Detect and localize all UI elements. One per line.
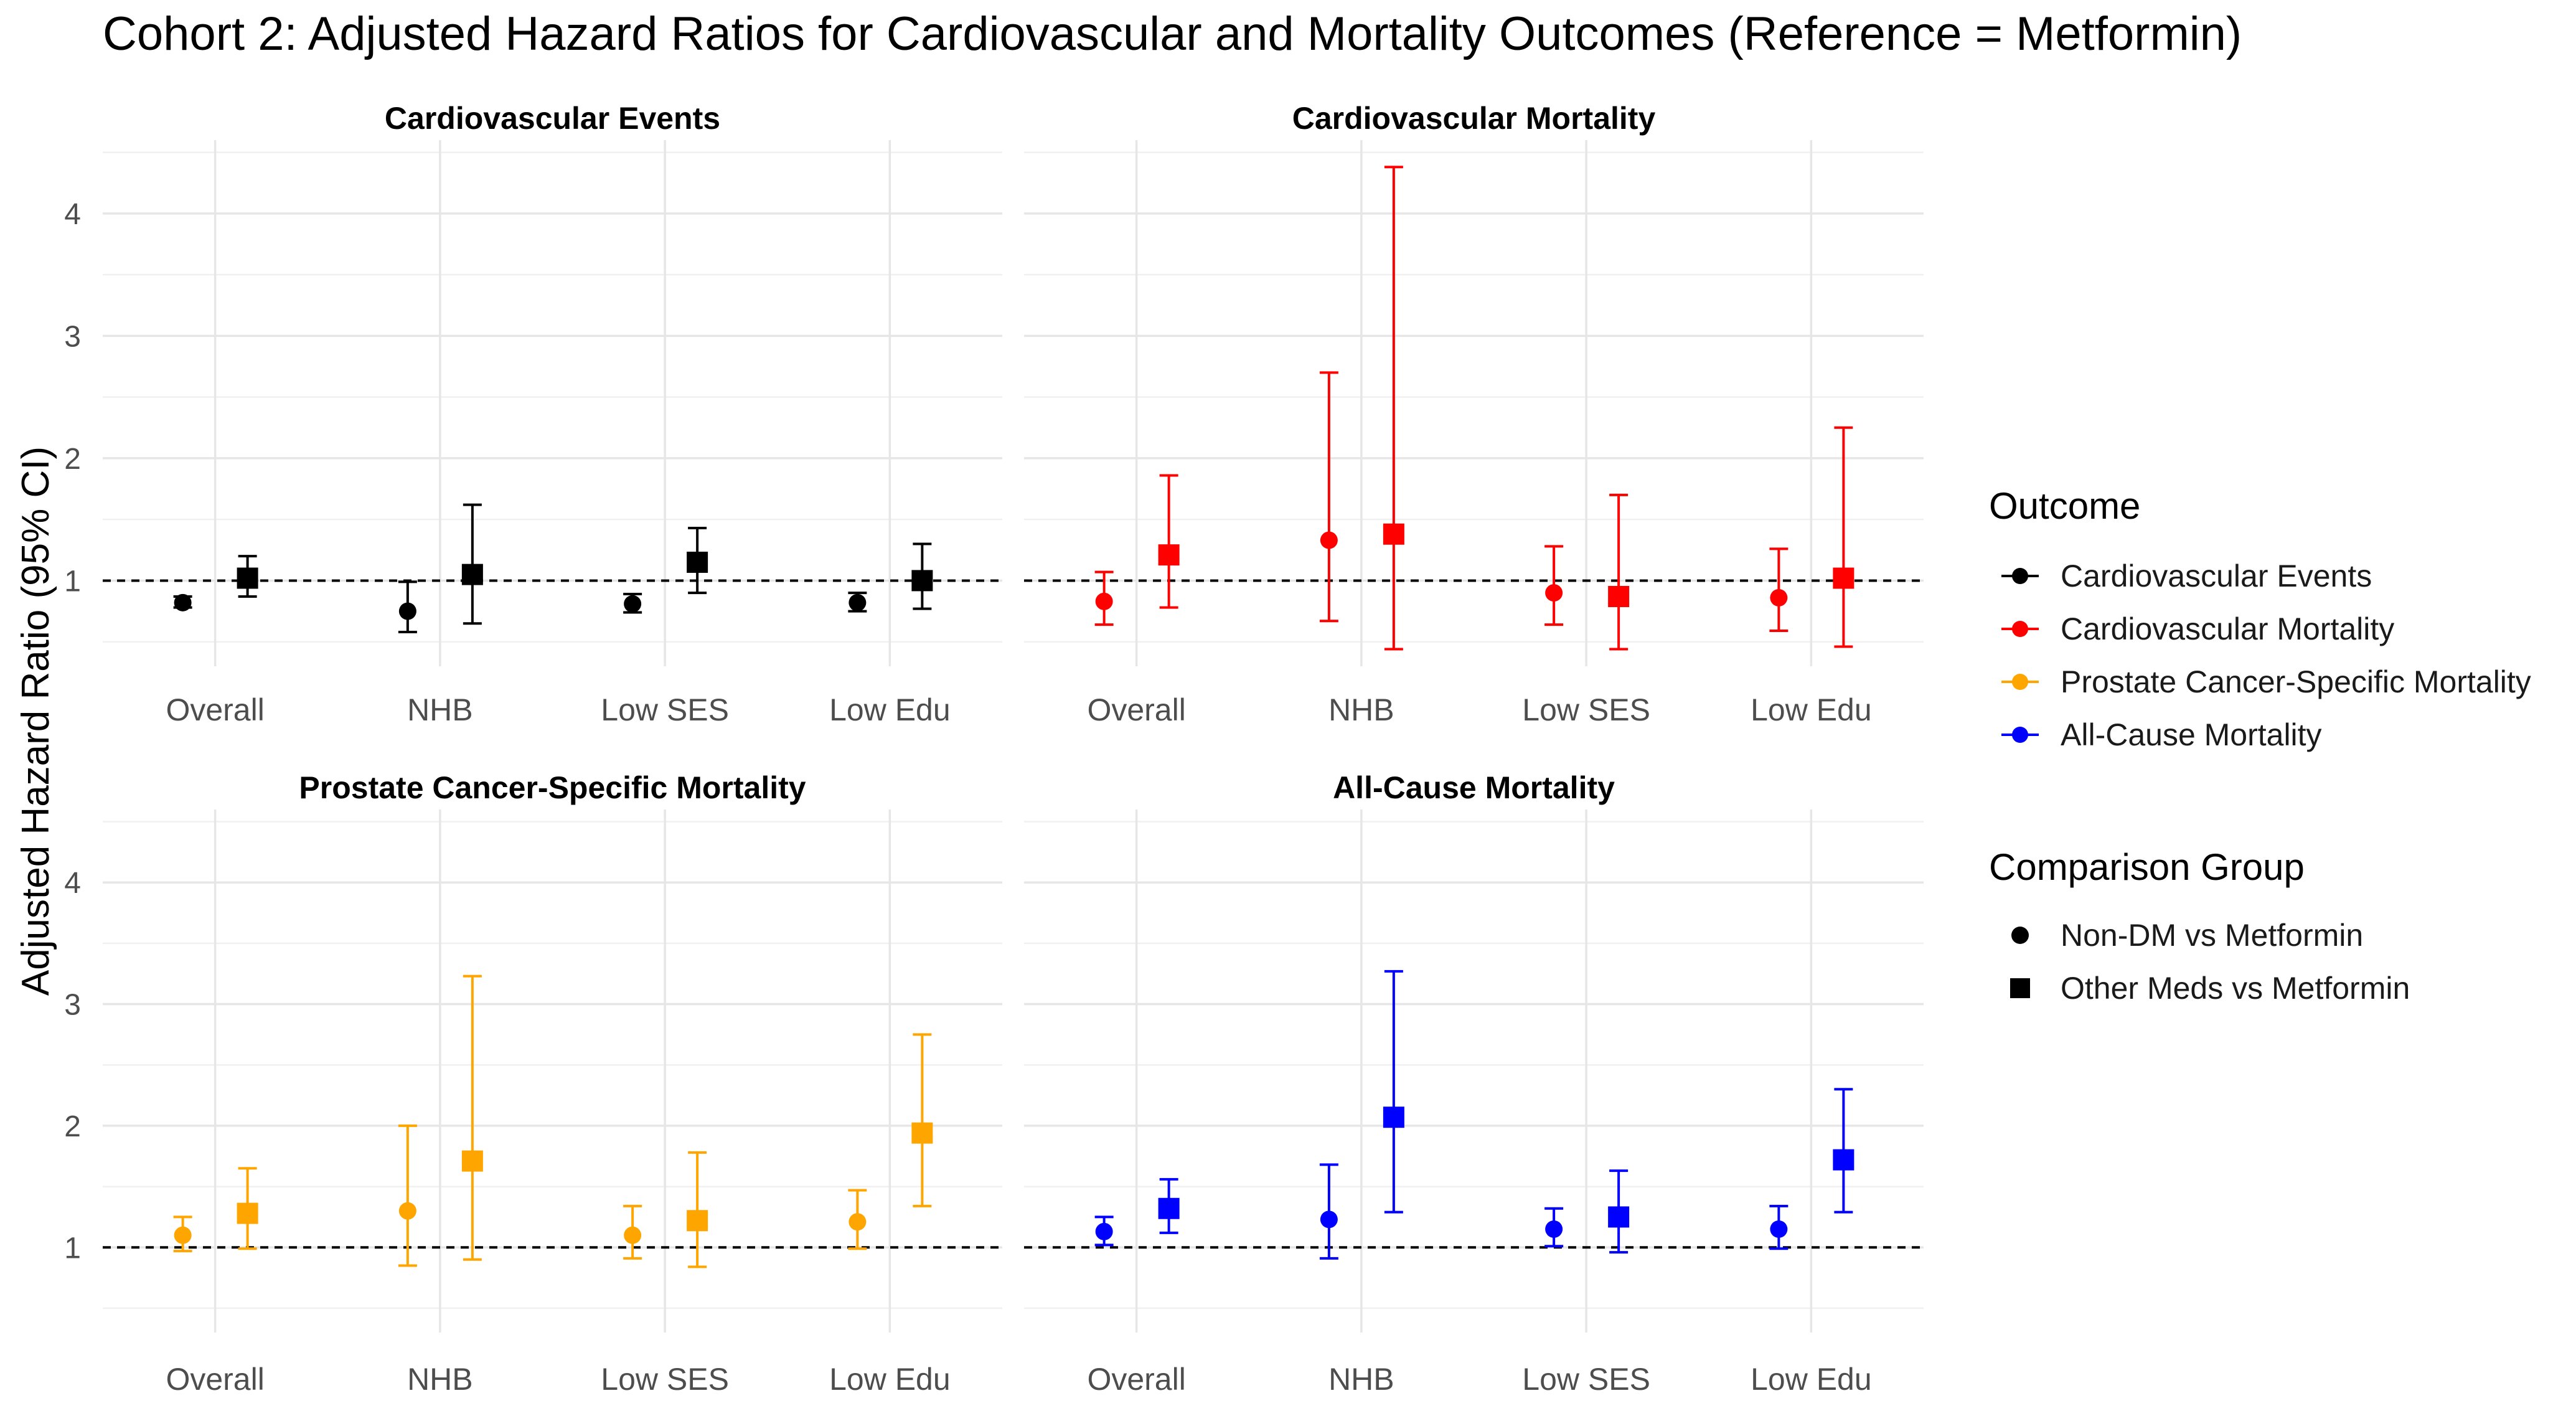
- x-tick-label: Low SES: [1522, 1362, 1650, 1397]
- point-marker: [848, 593, 867, 611]
- x-tick-label: Low SES: [1522, 692, 1650, 727]
- point-marker: [174, 593, 192, 611]
- chart-title: Cohort 2: Adjusted Hazard Ratios for Car…: [103, 7, 2242, 60]
- square-marker: [461, 564, 483, 585]
- y-tick-label: 1: [64, 1232, 81, 1265]
- legend: Outcome Cardiovascular Events Cardiovascul…: [1989, 485, 2531, 1006]
- panel-title: Cardiovascular Events: [385, 101, 720, 136]
- error-bar: [1834, 426, 1853, 648]
- error-bar: [1384, 166, 1403, 651]
- point-marker: [174, 1226, 192, 1244]
- legend-item-other-meds-vs-metformin: Other Meds vs Metformin: [2010, 971, 2410, 1006]
- error-bar: [1609, 493, 1629, 651]
- legend-key-marker: [2012, 568, 2028, 584]
- error-bar: [913, 1033, 932, 1207]
- error-bar: [398, 1124, 417, 1267]
- x-tick-label: Overall: [1087, 692, 1185, 727]
- square-marker: [1158, 1197, 1180, 1219]
- y-tick-label: 4: [64, 867, 81, 900]
- legend-label: Cardiovascular Events: [2061, 559, 2372, 593]
- legend-label: Non-DM vs Metformin: [2061, 918, 2363, 953]
- y-tick-label: 4: [64, 198, 81, 231]
- square-marker: [1608, 1206, 1630, 1228]
- legend-key-marker: [2012, 621, 2028, 637]
- point-marker: [1545, 584, 1563, 602]
- legend-item-prostate-cancer-specific-mortality: Prostate Cancer-Specific Mortality: [2001, 664, 2531, 699]
- point-marker: [1095, 1222, 1113, 1240]
- x-tick-label: Low Edu: [1751, 1362, 1872, 1397]
- point-marker: [624, 595, 642, 613]
- square-marker: [687, 551, 708, 573]
- x-tick-label: NHB: [1328, 1362, 1394, 1397]
- legend-key-marker: [2012, 674, 2028, 690]
- point-marker: [848, 1213, 867, 1231]
- error-bar: [463, 974, 482, 1261]
- point-marker: [398, 1202, 416, 1220]
- x-tick-label: Low Edu: [1751, 692, 1872, 727]
- legend-label: All-Cause Mortality: [2061, 717, 2322, 752]
- point-marker: [398, 602, 416, 620]
- square-marker: [237, 567, 258, 589]
- x-tick-label: Overall: [166, 1362, 264, 1397]
- square-marker: [1833, 567, 1854, 589]
- point-marker: [1095, 592, 1113, 610]
- square-marker: [911, 570, 933, 592]
- point-marker: [1545, 1220, 1563, 1238]
- panels: Cardiovascular Events 1 2 3 4 Overall NHB Low S…: [64, 101, 1924, 1397]
- x-tick-label: Low SES: [601, 1362, 729, 1397]
- y-tick-label: 2: [64, 443, 81, 476]
- legend-label: Cardiovascular Mortality: [2061, 611, 2394, 646]
- error-bar: [1159, 474, 1178, 609]
- x-tick-label: Low Edu: [829, 1362, 951, 1397]
- legend-circle-marker: [2011, 927, 2029, 944]
- x-tick-label: Overall: [166, 692, 264, 727]
- point-marker: [1770, 1220, 1788, 1238]
- legend-key-marker: [2012, 727, 2028, 743]
- legend-label: Prostate Cancer-Specific Mortality: [2061, 664, 2531, 699]
- point-marker: [1320, 1210, 1338, 1229]
- y-tick-label: 3: [64, 320, 81, 353]
- error-bar: [1384, 970, 1403, 1214]
- panel-cardiovascular-mortality: Cardiovascular Mortality Overall NHB Low SE…: [1024, 101, 1924, 727]
- point-marker: [1320, 531, 1338, 549]
- error-bar: [1319, 371, 1338, 623]
- legend-label: Other Meds vs Metformin: [2061, 971, 2410, 1006]
- x-tick-label: Low SES: [601, 692, 729, 727]
- legend-item-non-dm-vs-metformin: Non-DM vs Metformin: [2011, 918, 2363, 953]
- legend-item-cardiovascular-events: Cardiovascular Events: [2001, 559, 2372, 593]
- y-tick-label: 3: [64, 989, 81, 1022]
- x-tick-label: NHB: [407, 1362, 473, 1397]
- panel-cardiovascular-events: Cardiovascular Events 1 2 3 4 Overall NHB Low S…: [64, 101, 1002, 727]
- point-marker: [624, 1226, 642, 1244]
- x-tick-label: NHB: [407, 692, 473, 727]
- panel-title: Cardiovascular Mortality: [1292, 101, 1656, 136]
- y-axis-label: Adjusted Hazard Ratio (95% CI): [14, 446, 57, 996]
- square-marker: [1608, 585, 1630, 607]
- square-marker: [1383, 523, 1404, 545]
- point-marker: [1770, 588, 1788, 606]
- x-tick-label: Low Edu: [829, 692, 951, 727]
- x-tick-label: Overall: [1087, 1362, 1185, 1397]
- legend-square-marker: [2010, 978, 2030, 998]
- square-marker: [461, 1150, 483, 1172]
- square-marker: [237, 1202, 258, 1224]
- square-marker: [1383, 1107, 1404, 1128]
- square-marker: [911, 1122, 933, 1144]
- panel-all-cause-mortality: All-Cause Mortality Overall NHB Low SES Low …: [1024, 770, 1924, 1397]
- y-tick-label: 1: [64, 565, 81, 598]
- y-tick-label: 2: [64, 1110, 81, 1143]
- legend-title-group: Comparison Group: [1989, 846, 2305, 888]
- legend-title-outcome: Outcome: [1989, 485, 2140, 527]
- panel-title: Prostate Cancer-Specific Mortality: [299, 770, 806, 805]
- legend-item-cardiovascular-mortality: Cardiovascular Mortality: [2001, 611, 2394, 646]
- square-marker: [1158, 544, 1180, 566]
- panel-prostate-cancer-specific-mortality: Prostate Cancer-Specific Mortality 1 2 3 4 Ov…: [64, 770, 1002, 1397]
- square-marker: [1833, 1149, 1854, 1171]
- panel-title: All-Cause Mortality: [1333, 770, 1615, 805]
- square-marker: [687, 1210, 708, 1232]
- x-tick-label: NHB: [1328, 692, 1394, 727]
- error-bar: [688, 1151, 707, 1268]
- legend-item-all-cause-mortality: All-Cause Mortality: [2001, 717, 2322, 752]
